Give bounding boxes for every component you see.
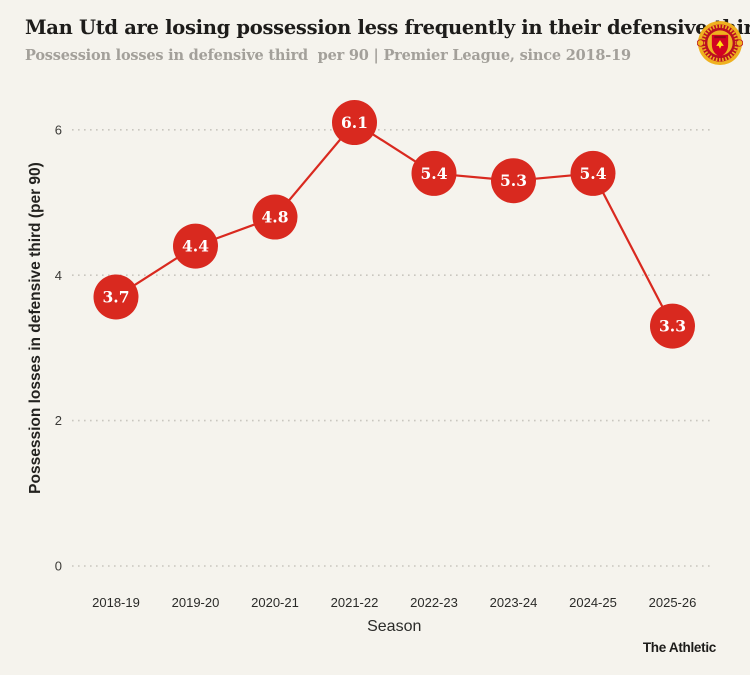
x-tick-label: 2018-19: [92, 595, 140, 610]
data-point-value: 6.1: [341, 113, 368, 132]
data-point: [650, 303, 695, 349]
data-point-value: 3.7: [103, 287, 130, 306]
x-tick-label: 2024-25: [569, 595, 617, 610]
x-tick-label: 2023-24: [490, 595, 538, 610]
data-point: [332, 100, 377, 146]
x-tick-label: 2025-26: [649, 595, 697, 610]
data-point-value: 5.4: [580, 164, 607, 183]
y-axis-title: Possession losses in defensive third (pe…: [27, 162, 44, 494]
data-point: [570, 150, 616, 196]
data-point-value: 5.4: [421, 164, 448, 183]
chart-subtitle: Possession losses in defensive third per…: [25, 47, 631, 65]
y-tick-label: 2: [55, 413, 62, 428]
data-point-value: 3.3: [659, 317, 686, 336]
data-point-value: 4.8: [262, 207, 289, 226]
data-point: [93, 274, 139, 320]
y-tick-label: 4: [55, 268, 62, 283]
x-tick-label: 2022-23: [410, 595, 458, 610]
chart-header: Man Utd are losing possession less frequ…: [25, 16, 750, 65]
x-axis-title: Season: [367, 618, 421, 635]
data-point-value: 4.4: [182, 237, 209, 256]
data-point: [411, 150, 457, 196]
x-tick-label: 2021-22: [331, 595, 379, 610]
y-tick-label: 6: [55, 122, 62, 137]
data-point: [173, 223, 218, 269]
data-point: [491, 158, 536, 204]
the-athletic-logo: The Athletic: [642, 640, 716, 655]
chart-title: Man Utd are losing possession less frequ…: [25, 16, 750, 39]
y-tick-label: 0: [55, 559, 62, 574]
x-tick-label: 2019-20: [172, 595, 220, 610]
x-tick-label: 2020-21: [251, 595, 299, 610]
data-point-value: 5.3: [500, 171, 527, 190]
data-point: [252, 194, 298, 240]
man-utd-crest-icon: [697, 20, 743, 66]
